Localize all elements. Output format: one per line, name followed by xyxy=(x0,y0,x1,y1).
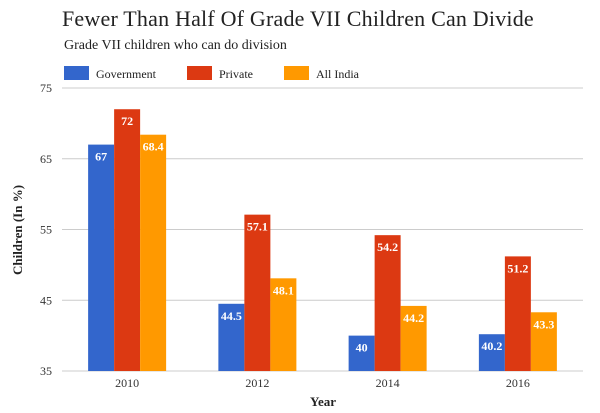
bar-government-2016[interactable] xyxy=(478,334,505,371)
y-tick-label: 65 xyxy=(40,152,52,166)
legend-item-all-india[interactable]: All India xyxy=(284,66,360,81)
legend-item-private[interactable]: Private xyxy=(187,66,253,81)
x-tick-label: 2012 xyxy=(245,376,269,390)
bar-private-2010[interactable] xyxy=(114,109,141,371)
bar-private-2014[interactable] xyxy=(374,235,401,371)
chart-title: Fewer Than Half Of Grade VII Children Ca… xyxy=(62,6,534,31)
x-axis-ticks: 2010 2012 2014 2016 xyxy=(115,376,530,390)
data-label: 43.3 xyxy=(533,317,554,331)
x-tick-label: 2014 xyxy=(376,376,400,390)
y-tick-label: 35 xyxy=(40,364,52,378)
bar-all-india-2016[interactable] xyxy=(530,312,557,371)
legend[interactable]: Government Private All India xyxy=(64,66,360,81)
legend-item-government[interactable]: Government xyxy=(64,66,157,81)
data-label: 68.4 xyxy=(143,140,164,154)
data-label: 72 xyxy=(121,114,133,128)
bar-all-india-2012[interactable] xyxy=(270,278,297,371)
y-tick-label: 45 xyxy=(40,293,52,307)
bar-government-2012[interactable] xyxy=(218,303,245,371)
data-label: 40.2 xyxy=(481,339,502,353)
y-tick-label: 75 xyxy=(40,81,52,95)
data-label: 44.5 xyxy=(221,309,242,323)
bar-government-2014[interactable] xyxy=(348,335,375,371)
x-tick-label: 2016 xyxy=(506,376,530,390)
data-labels: 67 72 68.4 44.5 57.1 48.1 40 54.2 44.2 40.2 51.2 43… xyxy=(95,114,554,354)
bar-all-india-2010[interactable] xyxy=(140,134,167,371)
y-axis-title: Children (In %) xyxy=(10,185,25,275)
data-label: 51.2 xyxy=(507,261,528,275)
y-tick-label: 55 xyxy=(40,223,52,237)
bars xyxy=(88,109,557,371)
legend-label: Government xyxy=(96,67,157,81)
bar-private-2012[interactable] xyxy=(244,214,271,371)
chart-subtitle: Grade VII children who can do division xyxy=(64,38,287,53)
x-axis-title: Year xyxy=(310,394,336,409)
legend-swatch xyxy=(284,66,309,80)
legend-label: All India xyxy=(316,67,360,81)
bar-government-2010[interactable] xyxy=(88,144,115,371)
data-label: 48.1 xyxy=(273,283,294,297)
legend-swatch xyxy=(64,66,89,80)
x-tick-label: 2010 xyxy=(115,376,139,390)
legend-swatch xyxy=(187,66,212,80)
legend-label: Private xyxy=(219,67,253,81)
data-label: 44.2 xyxy=(403,311,424,325)
bar-private-2016[interactable] xyxy=(504,256,531,371)
data-label: 40 xyxy=(356,341,368,355)
data-label: 57.1 xyxy=(247,220,268,234)
bar-all-india-2014[interactable] xyxy=(400,305,427,371)
y-axis-ticks: 35 45 55 65 75 xyxy=(40,81,52,378)
data-label: 54.2 xyxy=(377,240,398,254)
data-label: 67 xyxy=(95,150,107,164)
